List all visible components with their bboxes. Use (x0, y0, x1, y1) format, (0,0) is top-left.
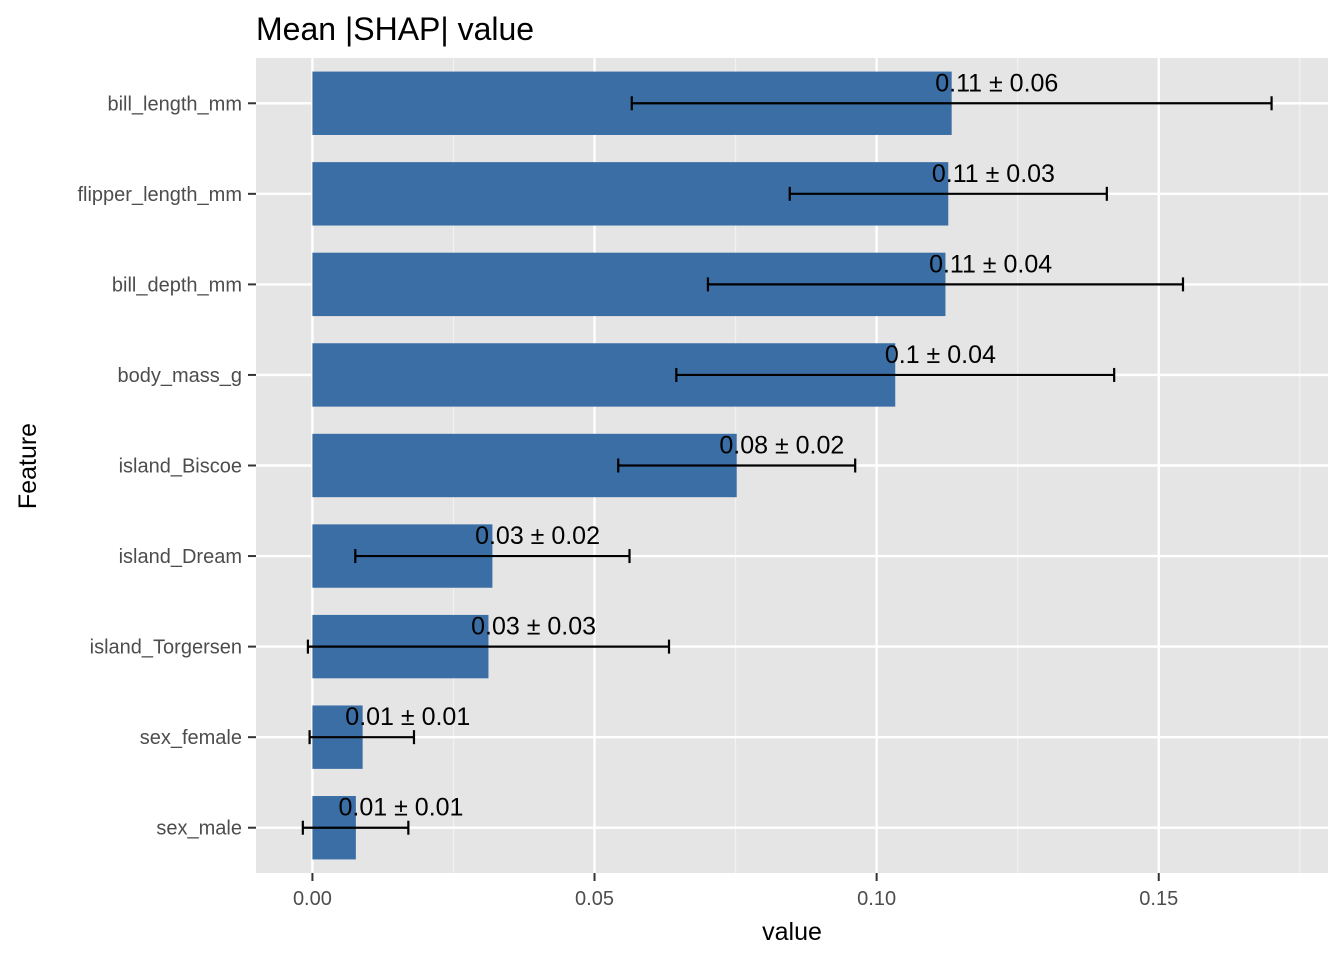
y-tick-label: island_Biscoe (119, 456, 242, 478)
data-label: 0.03 ± 0.03 (471, 613, 596, 641)
data-label: 0.03 ± 0.02 (475, 522, 600, 550)
x-axis-title: value (762, 918, 822, 946)
y-tick-label: sex_male (156, 818, 242, 840)
error-bars (301, 96, 1273, 835)
data-labels: 0.11 ± 0.06 0.11 ± 0.03 0.11 ± 0.04 0.1 ± 0… (339, 69, 1059, 821)
y-tick-label: bill_length_mm (107, 93, 242, 115)
y-tick-label: flipper_length_mm (77, 184, 242, 206)
y-tick-label: island_Torgersen (90, 637, 242, 659)
chart-title: Mean |SHAP| value (256, 11, 534, 47)
data-label: 0.1 ± 0.04 (885, 341, 996, 369)
data-label: 0.11 ± 0.03 (932, 160, 1055, 188)
data-label: 0.08 ± 0.02 (719, 432, 844, 460)
x-tick-label: 0.00 (293, 888, 332, 910)
x-tick-label: 0.10 (857, 888, 896, 910)
data-label: 0.01 ± 0.01 (345, 703, 470, 731)
y-tick-label: body_mass_g (117, 365, 242, 387)
y-axis: bill_length_mm flipper_length_mm bill_dept… (77, 93, 256, 840)
bars (312, 71, 952, 860)
data-label: 0.11 ± 0.06 (935, 69, 1058, 97)
x-tick-label: 0.15 (1139, 888, 1178, 910)
x-axis: 0.00 0.05 0.10 0.15 (293, 873, 1178, 910)
x-tick-label: 0.05 (575, 888, 614, 910)
data-label: 0.01 ± 0.01 (339, 794, 464, 822)
data-label: 0.11 ± 0.04 (929, 250, 1052, 278)
y-tick-label: sex_female (140, 727, 242, 749)
y-tick-label: bill_depth_mm (112, 274, 242, 296)
y-axis-title: Feature (14, 423, 42, 509)
y-tick-label: island_Dream (119, 546, 242, 568)
